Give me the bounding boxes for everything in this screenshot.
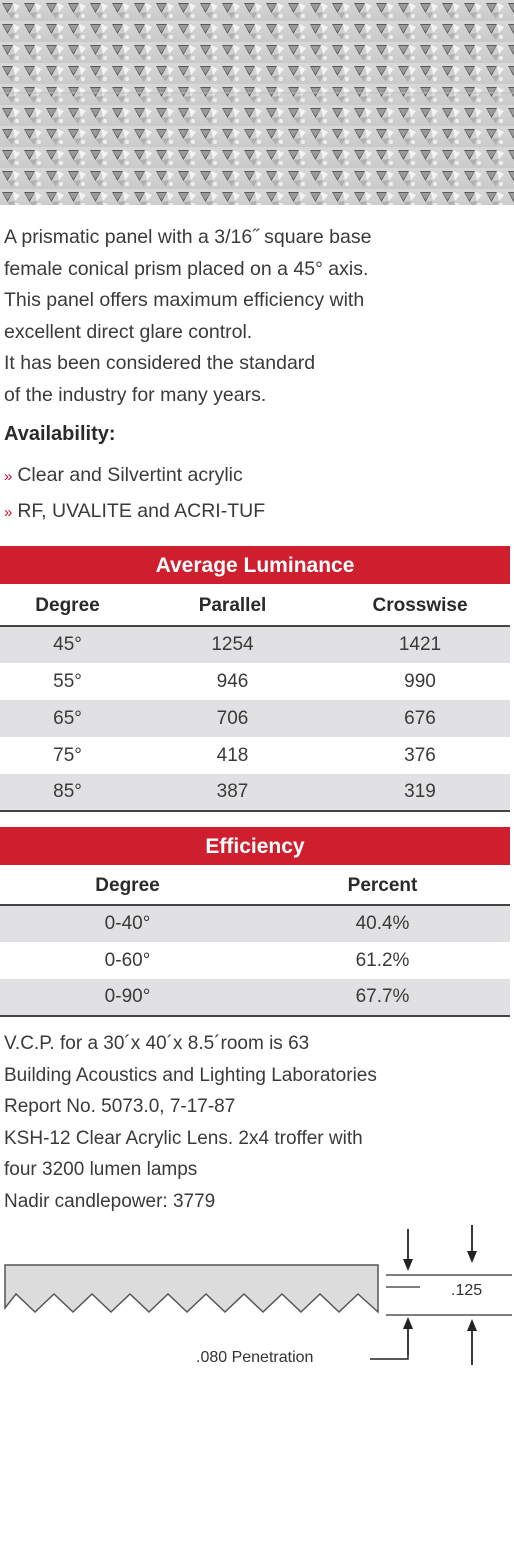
thickness-label: .125 — [451, 1282, 483, 1299]
percent-cell: 67.7% — [255, 979, 510, 1017]
degree-cell: 65° — [0, 700, 135, 737]
availability-item-label: Clear and Silvertint acrylic — [17, 464, 243, 486]
prismatic-panel-photo — [0, 0, 514, 205]
parallel-cell: 418 — [216, 744, 249, 766]
table-row: 0-40° 40.4% — [0, 905, 510, 942]
efficiency-title: Efficiency — [0, 827, 510, 865]
description-line: A prismatic panel with a 3/16˝ square ba… — [4, 226, 372, 248]
test-notes: V.C.P. for a 30´x 40´x 8.5´room is 63 Bu… — [4, 1028, 377, 1217]
table-row: 85° 387 319 — [0, 774, 510, 812]
column-header-percent: Percent — [255, 867, 510, 906]
luminance-table: Degree Parallel Crosswise 45° 1254 1421 … — [0, 586, 510, 812]
efficiency-table: Degree Percent 0-40° 40.4% 0-60° 61.2% 0… — [0, 867, 510, 1017]
panel-cross-section-diagram — [4, 1225, 512, 1365]
availability-list: » Clear and Silvertint acrylic » RF, UVALI… — [4, 458, 265, 530]
table-row: 55° 946 990 — [0, 663, 510, 700]
parallel-cell: 946 — [216, 670, 249, 692]
note-line: Nadir candlepower: 3779 — [4, 1190, 216, 1212]
description-line: excellent direct glare control. — [4, 320, 253, 343]
degree-cell: 0-60° — [104, 949, 151, 971]
table-row: 45° 1254 1421 — [0, 626, 510, 663]
crosswise-cell: 990 — [404, 670, 436, 692]
degree-cell: 75° — [53, 744, 82, 766]
degree-cell: 0-90° — [0, 979, 255, 1017]
table-row: 65° 706 676 — [0, 700, 510, 737]
bullet-icon: » — [4, 504, 13, 521]
table-header-row: Degree Percent — [0, 867, 510, 906]
note-line: Report No. 5073.0, 7-17-87 — [4, 1096, 236, 1117]
description-line: It has been considered the standard — [4, 352, 316, 374]
description-line: of the industry for many years. — [4, 383, 267, 406]
description-line: female conical prism placed on a 45° axi… — [4, 257, 369, 280]
luminance-title: Average Luminance — [0, 546, 510, 584]
degree-cell: 85° — [0, 774, 135, 812]
penetration-label: .080 Penetration — [196, 1349, 314, 1366]
note-line: V.C.P. for a 30´x 40´x 8.5´room is 63 — [4, 1033, 310, 1054]
bullet-icon: » — [4, 468, 13, 485]
note-line: four 3200 lumen lamps — [4, 1159, 198, 1180]
crosswise-cell: 376 — [404, 744, 436, 766]
degree-cell: 55° — [53, 670, 82, 692]
panel-profile — [4, 1264, 379, 1314]
column-header-crosswise: Crosswise — [330, 586, 510, 627]
degree-cell: 45° — [0, 626, 135, 663]
availability-item-label: RF, UVALITE and ACRI-TUF — [17, 500, 266, 522]
availability-item: » Clear and Silvertint acrylic — [4, 458, 265, 494]
table-row: 0-90° 67.7% — [0, 979, 510, 1017]
description: A prismatic panel with a 3/16˝ square ba… — [4, 222, 509, 411]
percent-cell: 40.4% — [255, 905, 510, 942]
table-header-row: Degree Parallel Crosswise — [0, 586, 510, 627]
crosswise-cell: 676 — [330, 700, 510, 737]
parallel-cell: 1254 — [135, 626, 330, 663]
parallel-cell: 706 — [135, 700, 330, 737]
percent-cell: 61.2% — [355, 949, 410, 971]
availability-heading: Availability: — [4, 423, 116, 445]
column-header-degree: Degree — [0, 586, 135, 627]
crosswise-cell: 1421 — [330, 626, 510, 663]
note-line: Building Acoustics and Lighting Laborato… — [4, 1064, 377, 1086]
crosswise-cell: 319 — [330, 774, 510, 812]
column-header-parallel: Parallel — [135, 586, 330, 627]
availability-item: » RF, UVALITE and ACRI-TUF — [4, 494, 265, 530]
table-row: 0-60° 61.2% — [0, 942, 510, 979]
degree-cell: 0-40° — [0, 905, 255, 942]
table-row: 75° 418 376 — [0, 737, 510, 774]
note-line: KSH-12 Clear Acrylic Lens. 2x4 troffer w… — [4, 1127, 363, 1149]
column-header-degree: Degree — [0, 867, 255, 906]
parallel-cell: 387 — [135, 774, 330, 812]
description-line: This panel offers maximum efficiency wit… — [4, 289, 365, 311]
